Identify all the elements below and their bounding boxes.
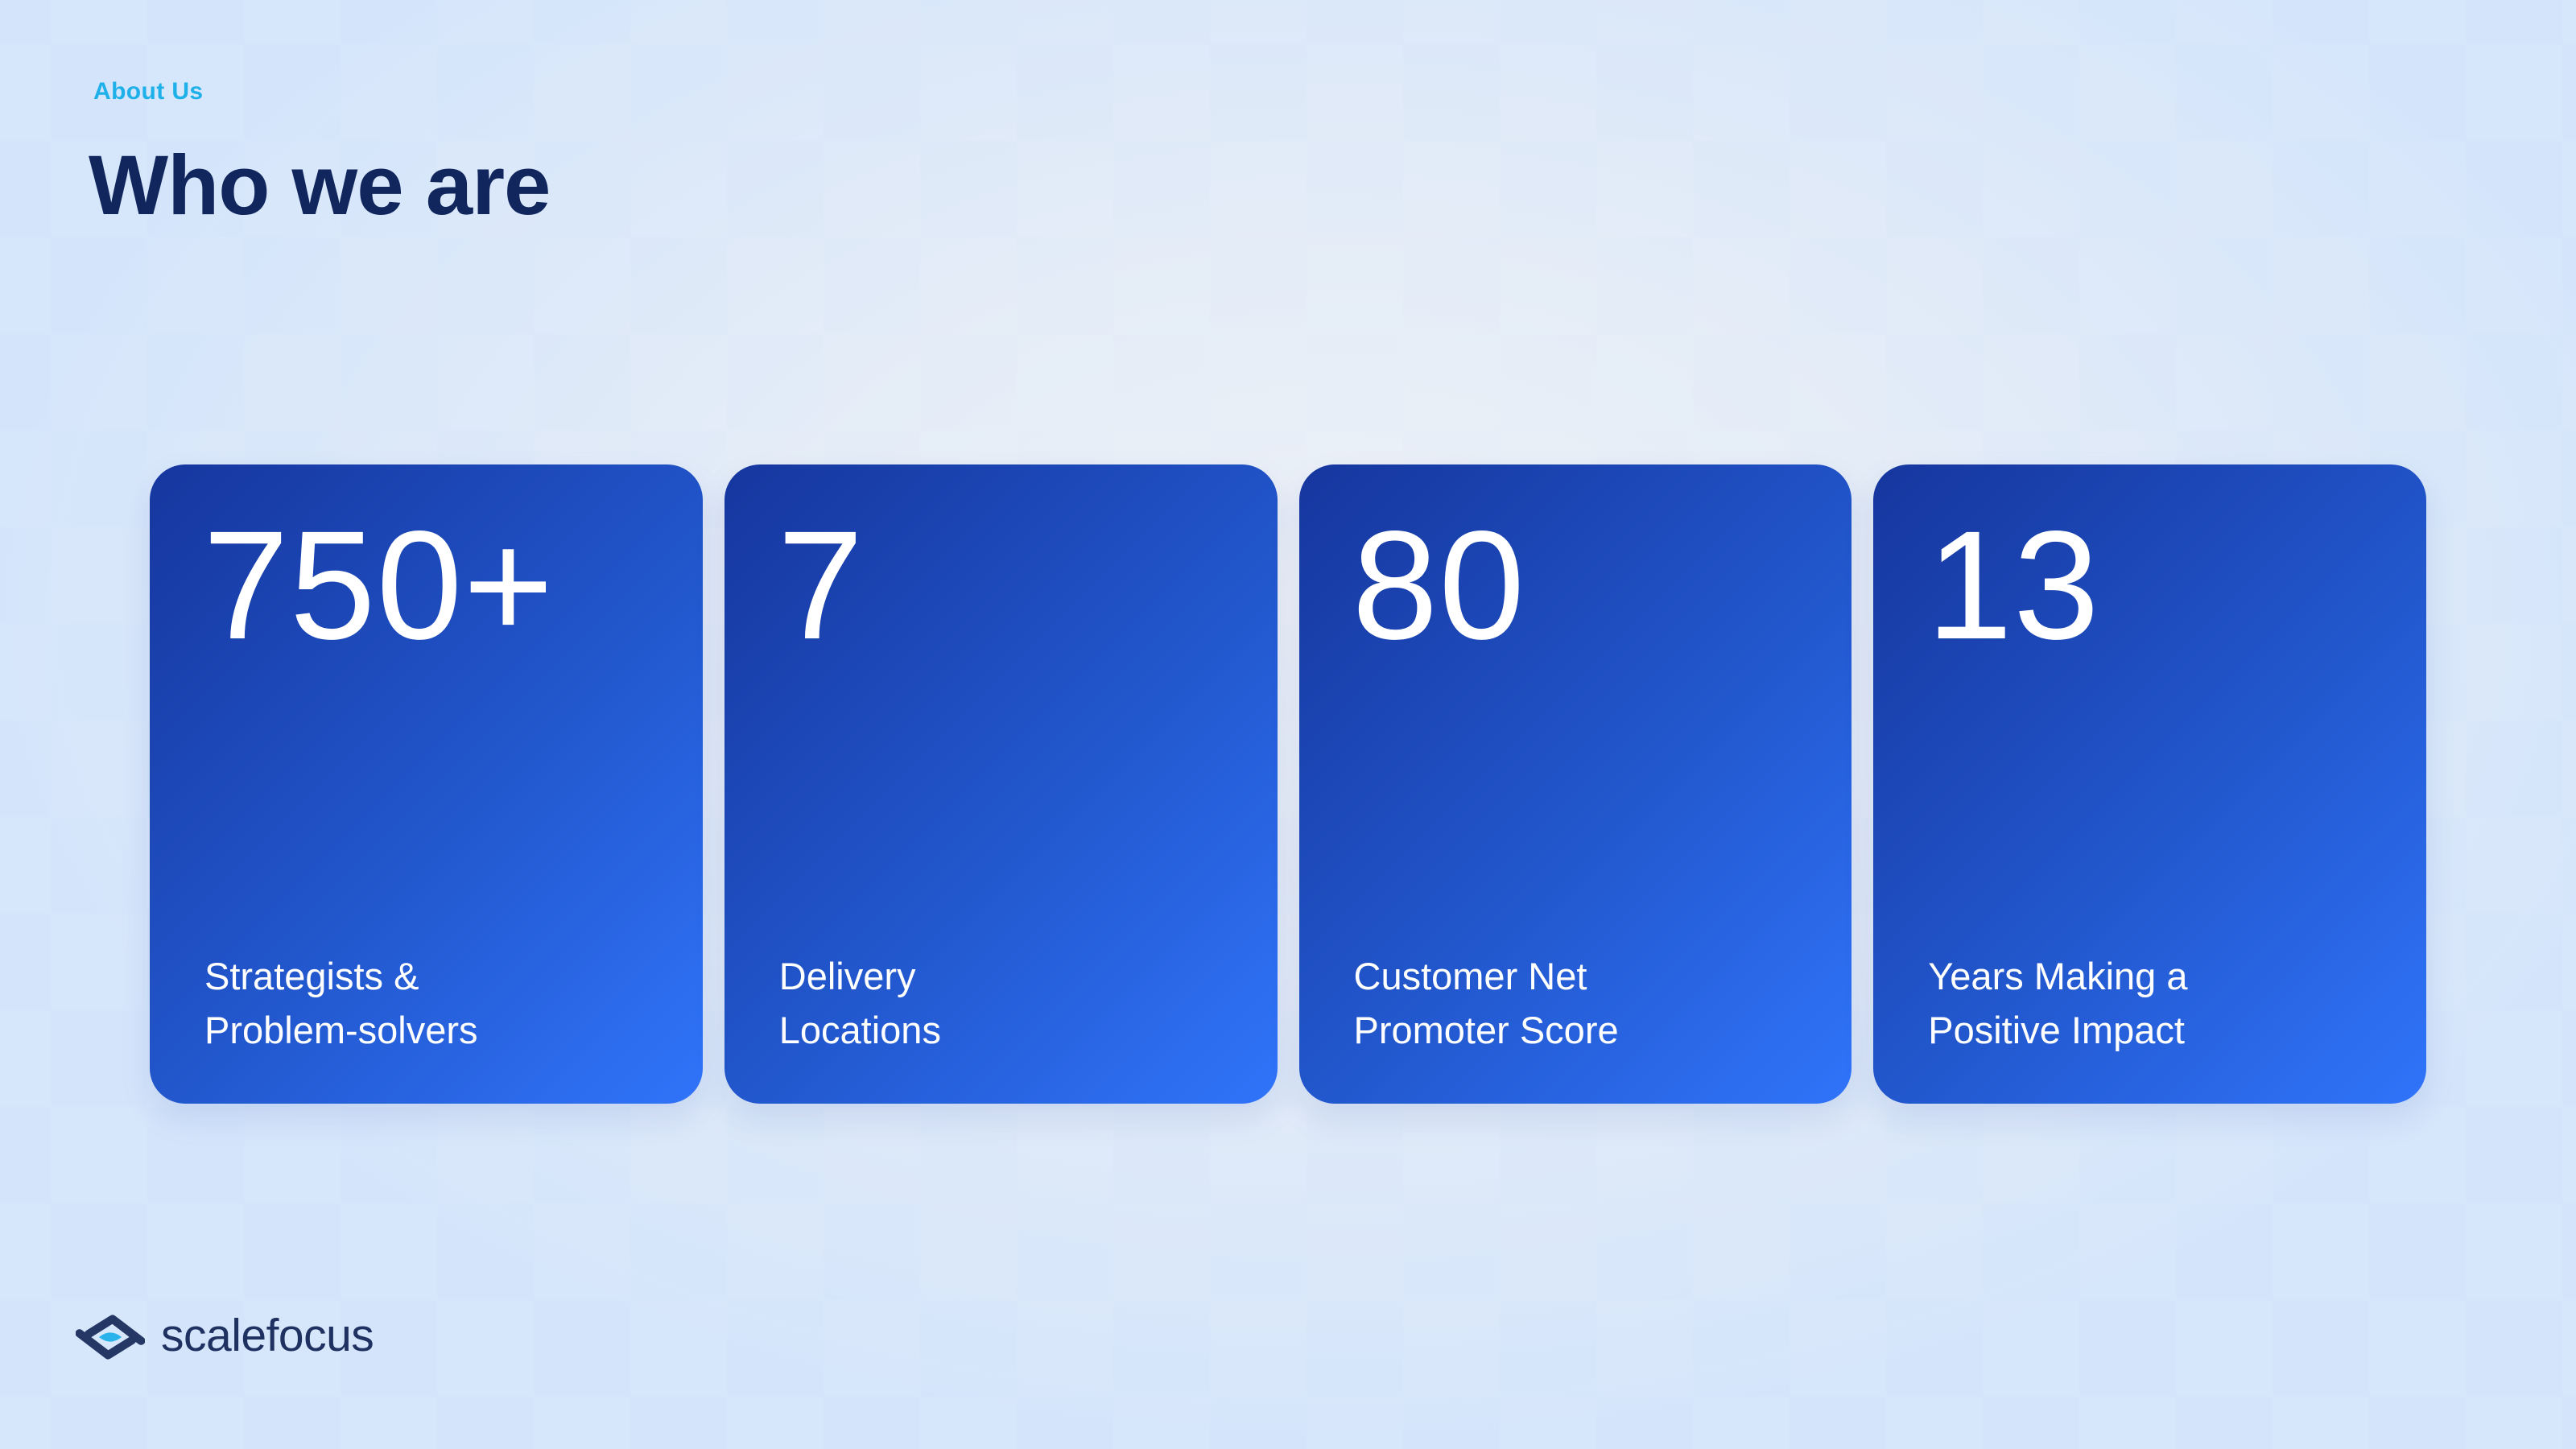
stat-value: 13 [1926,498,2100,671]
stat-label: Customer Net Promoter Score [1354,949,1823,1057]
stat-card-nps: 80 Customer Net Promoter Score [1298,464,1852,1104]
stat-card-delivery-locations: 7 Delivery Locations [724,464,1278,1104]
stat-label-line: Problem-solvers [204,1008,478,1051]
stat-value: 80 [1352,498,1526,671]
stat-label-line: Customer Net [1353,954,1587,997]
logo: scalefocus [76,1312,374,1362]
stat-label: Strategists & Problem-solvers [204,949,674,1057]
page-title: Who we are [89,138,551,233]
stat-label-line: Delivery [778,954,916,997]
stat-value: 7 [777,498,865,671]
stat-card-strategists: 750+ Strategists & Problem-solvers [150,464,703,1104]
stat-label-line: Positive Impact [1928,1008,2185,1051]
stat-cards-row: 750+ Strategists & Problem-solvers 7 Del… [150,464,2426,1104]
stat-label-line: Years Making a [1928,954,2188,997]
stat-label-line: Locations [778,1008,941,1051]
stat-label-line: Promoter Score [1353,1008,1619,1051]
logo-text: scalefocus [161,1309,374,1361]
stat-label-line: Strategists & [204,954,419,997]
stat-label: Delivery Locations [779,949,1249,1057]
stat-card-years: 13 Years Making a Positive Impact [1873,464,2426,1104]
stat-value: 750+ [203,498,555,671]
scalefocus-eye-icon [76,1315,145,1360]
eyebrow-label: About Us [93,78,204,105]
stat-label: Years Making a Positive Impact [1928,949,2397,1057]
